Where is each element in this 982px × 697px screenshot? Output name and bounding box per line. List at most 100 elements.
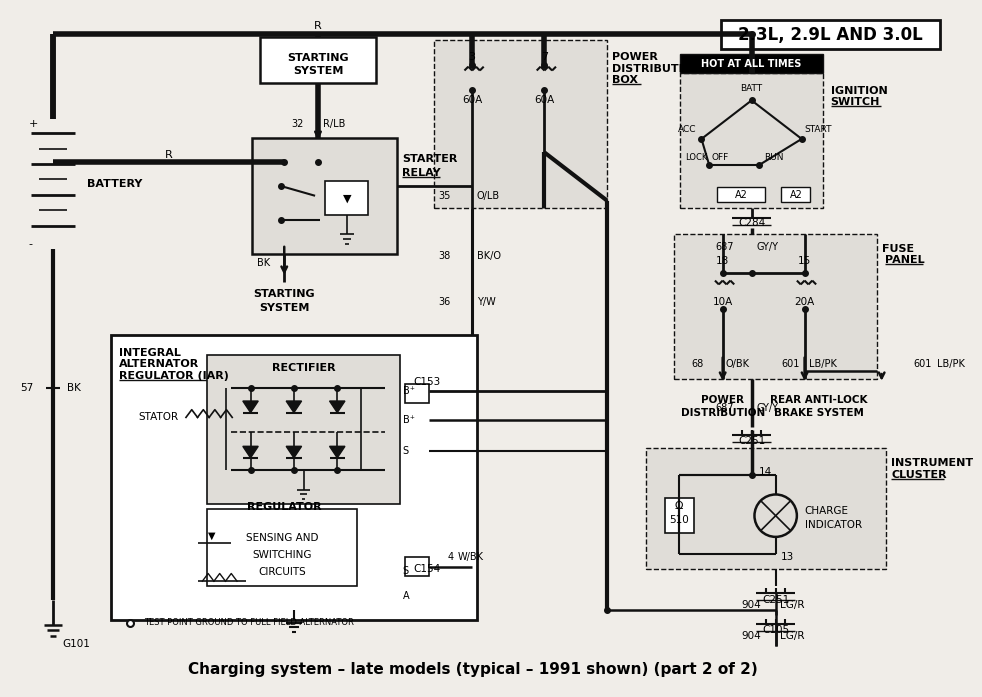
Polygon shape: [405, 576, 410, 596]
Text: STARTER: STARTER: [402, 154, 458, 164]
Text: ACC: ACC: [679, 125, 696, 134]
Text: IGNITION: IGNITION: [831, 86, 888, 95]
Text: BK: BK: [68, 383, 82, 394]
Text: BK/O: BK/O: [477, 252, 501, 261]
Text: SYSTEM: SYSTEM: [293, 66, 343, 77]
Bar: [207, 355, 400, 504]
Text: LOCK: LOCK: [684, 153, 707, 162]
Text: LG/R: LG/R: [781, 600, 805, 611]
Text: POWER: POWER: [701, 395, 744, 405]
Bar: [675, 234, 877, 379]
Text: 18: 18: [716, 256, 730, 266]
Polygon shape: [330, 401, 345, 413]
Polygon shape: [330, 446, 345, 458]
Text: 15: 15: [798, 256, 811, 266]
Text: O/BK: O/BK: [726, 360, 749, 369]
Text: ▼: ▼: [343, 194, 352, 204]
Text: HOT AT ALL TIMES: HOT AT ALL TIMES: [701, 59, 801, 69]
Text: ▼: ▼: [208, 531, 216, 541]
Bar: [681, 73, 823, 208]
Text: 32: 32: [291, 118, 303, 128]
Text: 904: 904: [741, 600, 761, 611]
Text: BATTERY: BATTERY: [86, 179, 142, 189]
Polygon shape: [286, 401, 301, 413]
Text: Ω: Ω: [675, 501, 683, 511]
Text: REAR ANTI-LOCK: REAR ANTI-LOCK: [770, 395, 868, 405]
Text: PANEL: PANEL: [885, 255, 924, 266]
Text: 60A: 60A: [534, 95, 555, 105]
Text: A: A: [403, 590, 409, 601]
Polygon shape: [243, 401, 258, 413]
Text: DISTRIBUTION: DISTRIBUTION: [681, 408, 765, 418]
Polygon shape: [411, 576, 417, 596]
Bar: [207, 509, 356, 586]
Bar: [645, 448, 887, 569]
Text: S: S: [403, 446, 409, 456]
Text: 13: 13: [781, 552, 793, 562]
Polygon shape: [411, 403, 417, 422]
Text: GY/Y: GY/Y: [756, 242, 779, 252]
Text: 14: 14: [759, 467, 773, 477]
Text: POWER: POWER: [612, 52, 658, 62]
Text: W/BK: W/BK: [458, 552, 484, 562]
Text: CLUSTER: CLUSTER: [892, 470, 947, 480]
Text: LB/PK: LB/PK: [809, 360, 838, 369]
Text: 57: 57: [21, 383, 33, 394]
Bar: [782, 187, 810, 201]
Text: 7: 7: [541, 52, 548, 62]
Text: INSTRUMENT: INSTRUMENT: [892, 458, 973, 468]
Text: SWITCHING: SWITCHING: [252, 550, 311, 560]
Text: BRAKE SYSTEM: BRAKE SYSTEM: [774, 408, 864, 418]
Bar: [405, 557, 429, 576]
Text: 601: 601: [782, 360, 799, 369]
Text: BK: BK: [256, 258, 270, 268]
Text: S: S: [403, 565, 409, 576]
Text: STARTING: STARTING: [287, 53, 349, 63]
Bar: [434, 40, 607, 208]
Text: CHARGE: CHARGE: [804, 506, 848, 516]
Bar: [260, 37, 376, 83]
Bar: [405, 383, 429, 403]
Text: TEST POINT GROUND TO FULL FIELD ALTERNATOR: TEST POINT GROUND TO FULL FIELD ALTERNAT…: [144, 618, 355, 627]
Text: ALTERNATOR: ALTERNATOR: [119, 360, 198, 369]
Text: 510: 510: [670, 516, 689, 526]
Text: GY/Y: GY/Y: [756, 403, 779, 413]
Text: 687: 687: [716, 403, 735, 413]
Text: Y/W: Y/W: [477, 297, 496, 307]
Bar: [325, 181, 368, 215]
Polygon shape: [425, 403, 431, 422]
Text: BOX: BOX: [612, 75, 638, 85]
Text: START: START: [804, 125, 832, 134]
Text: C105: C105: [762, 625, 790, 636]
Text: DISTRIBUTION: DISTRIBUTION: [612, 63, 701, 74]
Text: B⁺: B⁺: [403, 415, 414, 425]
Text: INDICATOR: INDICATOR: [804, 521, 861, 530]
Text: FUSE: FUSE: [882, 244, 914, 254]
Text: C251: C251: [762, 595, 790, 604]
Text: 36: 36: [439, 297, 451, 307]
Text: SENSING AND: SENSING AND: [246, 533, 318, 543]
Text: Charging system – late models (typical – 1991 shown) (part 2 of 2): Charging system – late models (typical –…: [189, 662, 758, 677]
Bar: [174, 490, 395, 610]
Text: R/LB: R/LB: [323, 118, 345, 128]
Bar: [681, 54, 823, 73]
Polygon shape: [425, 576, 431, 596]
Text: 2.3L, 2.9L AND 3.0L: 2.3L, 2.9L AND 3.0L: [738, 26, 923, 44]
Text: 3: 3: [468, 52, 475, 62]
Text: CIRCUITS: CIRCUITS: [258, 567, 305, 576]
Polygon shape: [405, 403, 410, 422]
Polygon shape: [243, 446, 258, 458]
Text: 904: 904: [741, 631, 761, 641]
Text: 68: 68: [691, 360, 703, 369]
Polygon shape: [286, 446, 301, 458]
Polygon shape: [418, 403, 424, 422]
Text: 687: 687: [716, 242, 735, 252]
Text: C284: C284: [737, 217, 765, 228]
Text: SYSTEM: SYSTEM: [259, 302, 309, 312]
Text: B⁺: B⁺: [403, 386, 414, 397]
Bar: [111, 335, 477, 620]
Text: 38: 38: [439, 252, 451, 261]
Text: R: R: [165, 151, 173, 160]
Text: C153: C153: [413, 377, 441, 387]
Bar: [721, 20, 941, 49]
